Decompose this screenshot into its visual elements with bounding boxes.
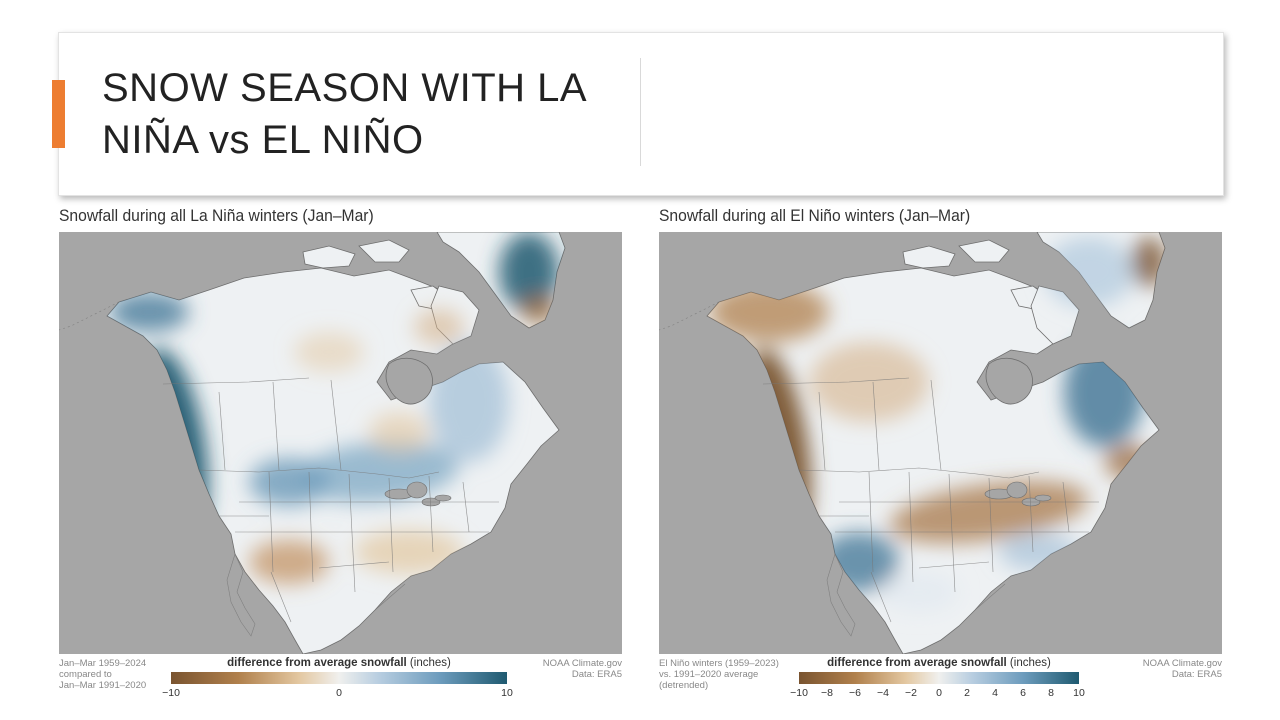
state-province-borders — [59, 301, 499, 637]
la-nina-legend: difference from average snowfall (inches… — [159, 655, 519, 705]
legend-tick-label: 4 — [992, 687, 998, 699]
legend-tick-label: −10 — [790, 687, 808, 699]
note-line: Jan–Mar 1991–2020 — [59, 680, 147, 691]
la-nina-map-title: Snowfall during all La Niña winters (Jan… — [59, 206, 374, 225]
note-line: Jan–Mar 1959–2024 — [59, 658, 147, 669]
note-line: NOAA Climate.gov — [1142, 658, 1222, 669]
state-province-borders — [659, 301, 1099, 637]
legend-tick-label: 0 — [936, 687, 942, 699]
legend-tick-label: −8 — [821, 687, 833, 699]
legend-title: difference from average snowfall (inches… — [159, 657, 519, 669]
note-line: El Niño winters (1959–2023) — [659, 658, 779, 669]
el-nino-panel: Snowfall during all El Niño winters (Jan… — [659, 206, 1222, 706]
la-nina-snowfall-map — [59, 232, 622, 654]
legend-tick-label: 0 — [336, 687, 342, 699]
legend-units: (inches) — [1006, 657, 1051, 669]
la-nina-source-note: NOAA Climate.gov Data: ERA5 — [543, 658, 622, 680]
note-line: Data: ERA5 — [571, 669, 622, 680]
hudson-bay — [385, 357, 433, 405]
legend-units: (inches) — [406, 657, 451, 669]
great-lakes — [384, 481, 452, 507]
note-line: compared to — [59, 669, 112, 680]
legend-title: difference from average snowfall (inches… — [789, 657, 1089, 669]
title-accent-bar — [52, 80, 65, 148]
legend-tick-label: 6 — [1020, 687, 1026, 699]
legend-tick-label: −10 — [162, 687, 180, 699]
el-nino-map-title: Snowfall during all El Niño winters (Jan… — [659, 206, 971, 225]
note-line: vs. 1991–2020 average — [659, 669, 759, 680]
title-card — [58, 32, 1224, 196]
legend-tick-label: 2 — [964, 687, 970, 699]
la-nina-period-note: Jan–Mar 1959–2024 compared to Jan–Mar 19… — [59, 658, 169, 691]
great-lakes — [984, 481, 1052, 507]
el-nino-period-note: El Niño winters (1959–2023) vs. 1991–202… — [659, 658, 799, 691]
note-line: Data: ERA5 — [1171, 669, 1222, 680]
el-nino-source-note: NOAA Climate.gov Data: ERA5 — [1143, 658, 1222, 680]
hudson-bay — [985, 357, 1033, 405]
legend-tick-label: 8 — [1048, 687, 1054, 699]
slide-title: SNOW SEASON WITH LA NIÑA vs EL NIÑO — [102, 62, 622, 166]
note-line: (detrended) — [659, 680, 709, 691]
legend-tick-label: 10 — [1073, 687, 1085, 699]
legend-title-bold: difference from average snowfall — [827, 657, 1007, 669]
legend-color-bar — [799, 672, 1079, 684]
el-nino-snowfall-map — [659, 232, 1222, 654]
note-line: NOAA Climate.gov — [542, 658, 622, 669]
legend-tick-label: 10 — [501, 687, 513, 699]
legend-color-bar — [171, 672, 507, 684]
la-nina-panel: Snowfall during all La Niña winters (Jan… — [59, 206, 622, 706]
title-divider — [640, 58, 641, 166]
legend-title-bold: difference from average snowfall — [227, 657, 407, 669]
el-nino-legend: difference from average snowfall (inches… — [789, 655, 1089, 705]
legend-tick-label: −6 — [849, 687, 861, 699]
slide-title-line-1: SNOW SEASON WITH LA — [102, 66, 588, 110]
slide-title-line-2: NIÑA vs EL NIÑO — [102, 118, 424, 162]
legend-tick-label: −4 — [877, 687, 889, 699]
legend-tick-label: −2 — [905, 687, 917, 699]
